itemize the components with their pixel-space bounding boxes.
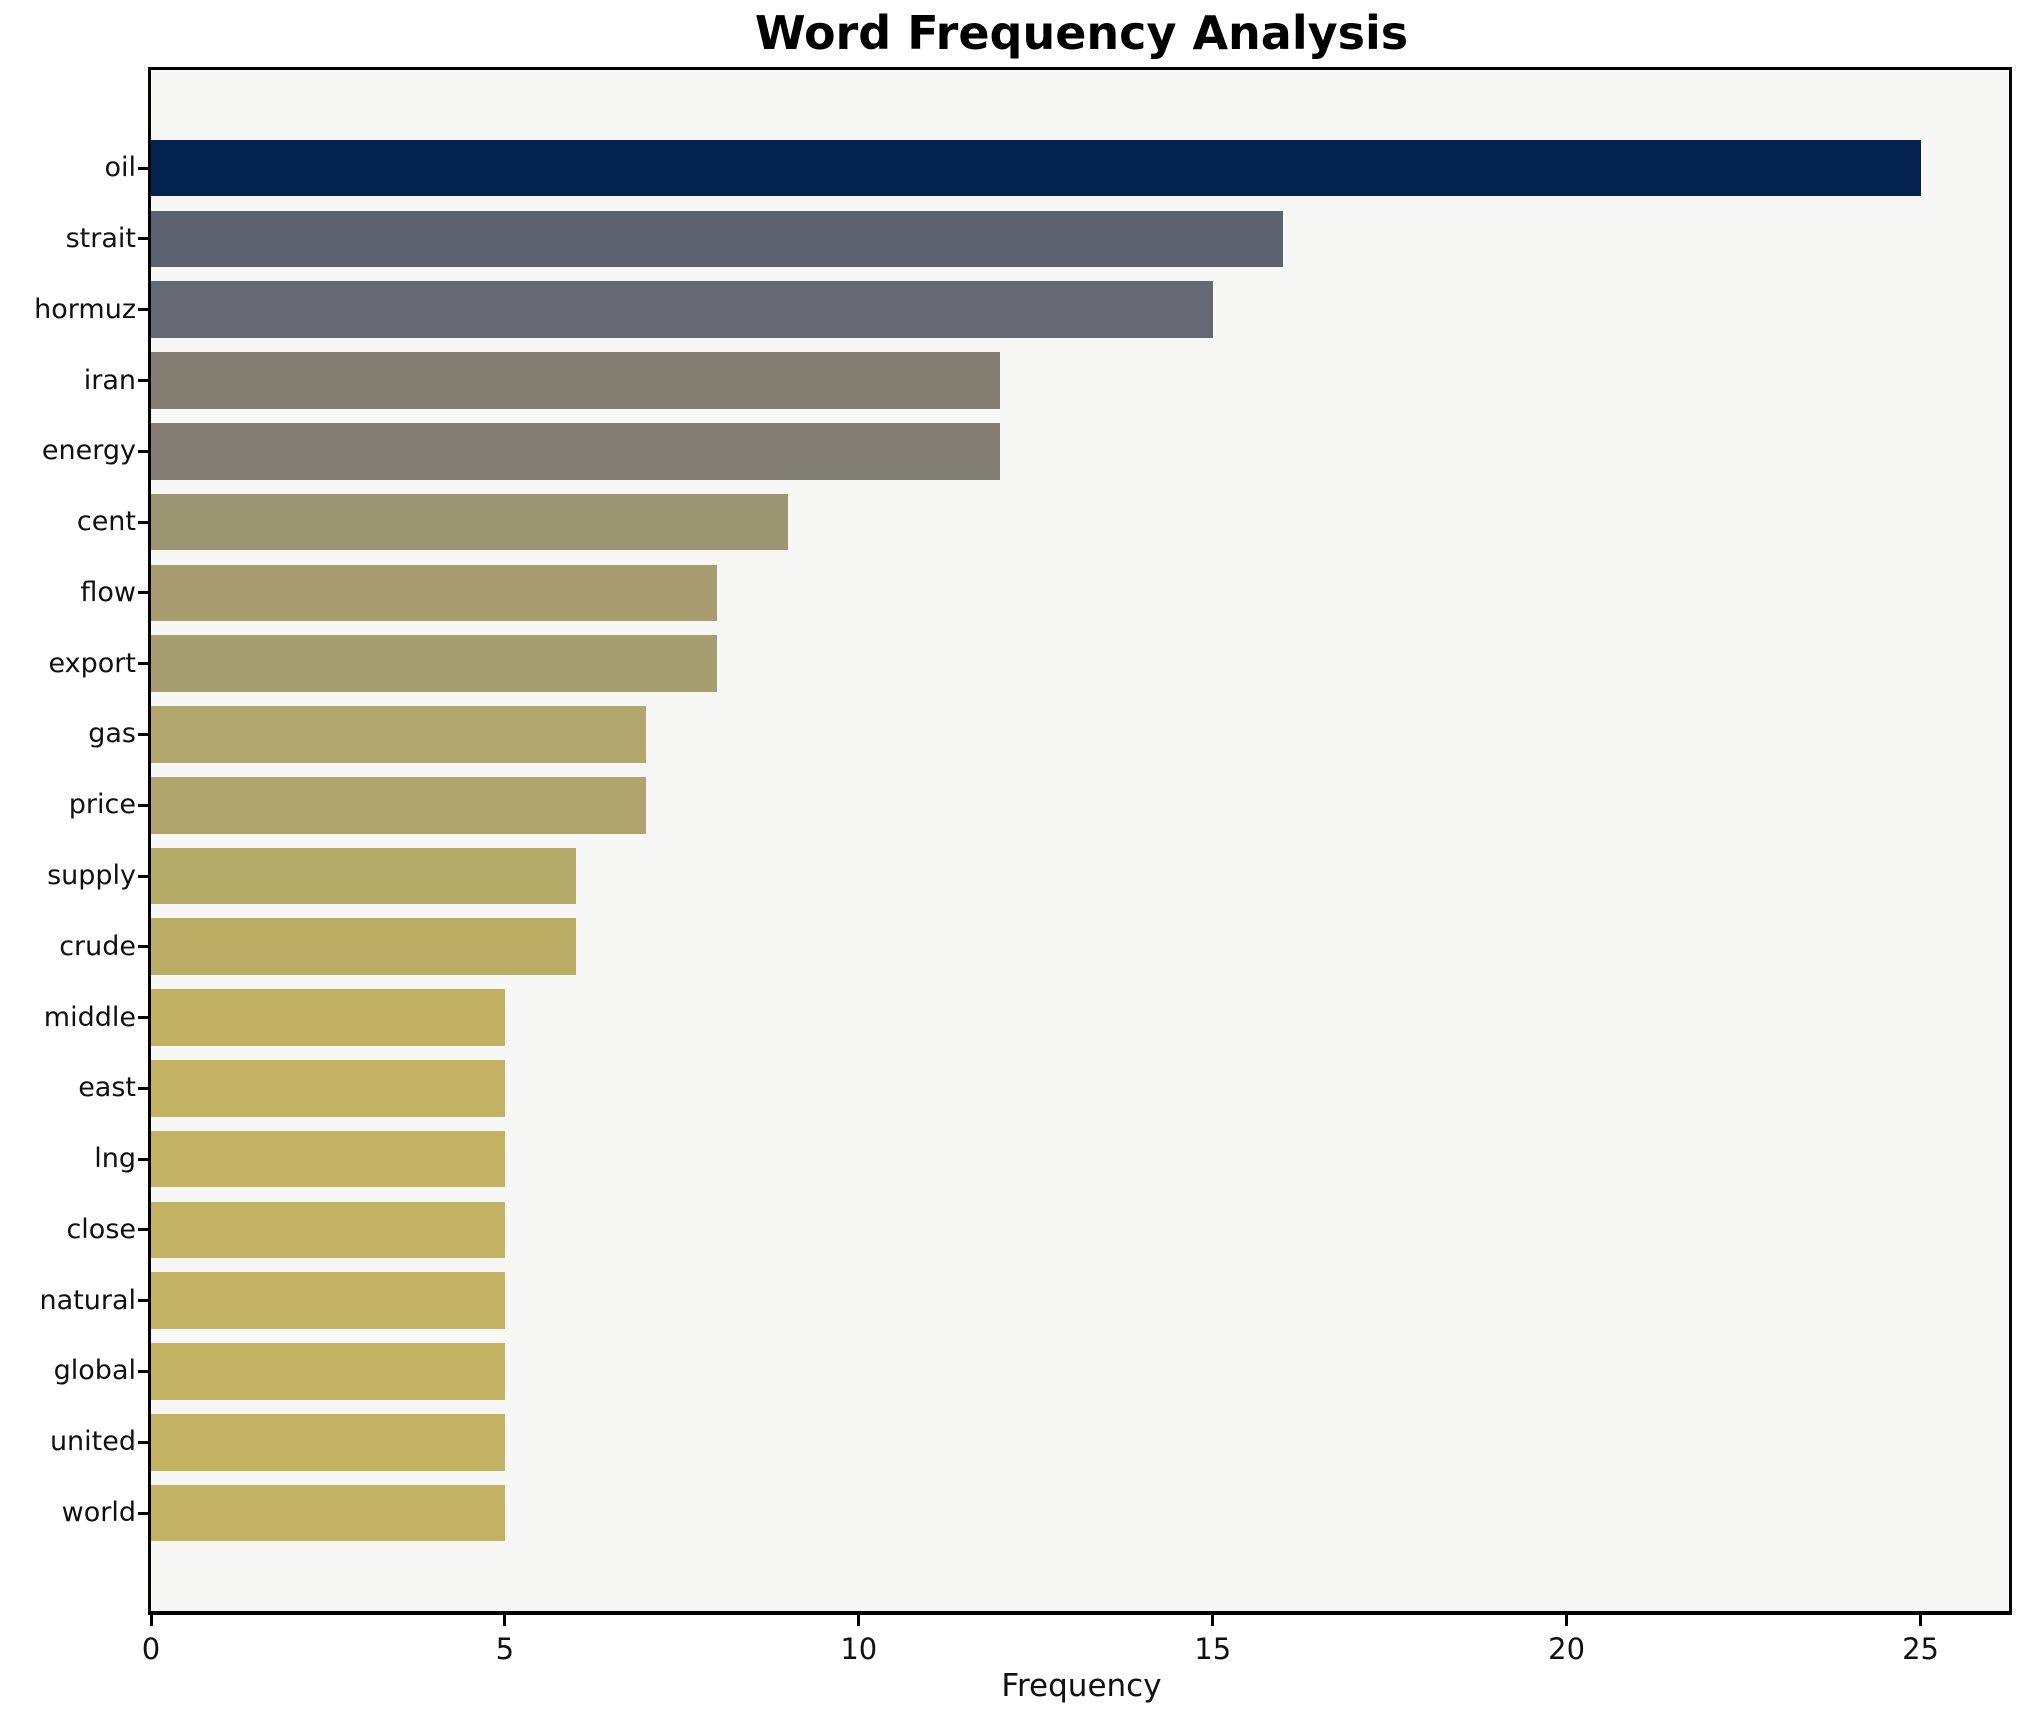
bar-hormuz [151,281,1213,339]
y-tick-mark-united [138,1440,148,1444]
y-tick-label-energy: energy [41,435,136,467]
x-tick-label-20: 20 [1548,1632,1586,1666]
bar-price [151,776,647,834]
y-tick-label-cent: cent [76,506,136,538]
y-tick-label-flow: flow [80,576,136,608]
bar-export [151,635,718,692]
y-tick-label-iran: iran [83,364,136,396]
y-tick-mark-iran [138,379,148,383]
y-tick-label-export: export [48,647,136,679]
x-tick-mark-25 [1919,1615,1923,1626]
x-tick-mark-5 [503,1615,507,1626]
x-tick-label-5: 5 [495,1632,515,1666]
y-tick-mark-supply [138,874,148,878]
bar-gas [151,706,647,763]
bar-supply [151,847,576,905]
y-tick-mark-middle [138,1016,148,1020]
y-tick-mark-lng [138,1157,148,1161]
bar-lng [151,1130,505,1188]
bar-energy [151,423,1001,480]
y-tick-label-crude: crude [59,930,136,962]
y-tick-label-united: united [49,1426,136,1458]
y-tick-mark-energy [138,449,148,453]
y-tick-mark-strait [138,237,148,241]
y-tick-mark-hormuz [138,308,148,312]
y-tick-mark-close [138,1228,148,1232]
y-tick-mark-price [138,803,148,807]
bar-middle [151,989,505,1046]
y-tick-mark-oil [138,166,148,170]
bar-natural [151,1272,505,1329]
bar-global [151,1343,505,1400]
y-tick-label-world: world [61,1497,136,1529]
x-tick-mark-15 [1211,1615,1215,1626]
bar-flow [151,564,718,622]
y-tick-label-price: price [68,789,136,821]
x-axis-label: Frequency [1001,1668,1162,1704]
x-tick-mark-0 [149,1615,153,1626]
y-tick-label-lng: lng [94,1143,136,1175]
x-tick-label-25: 25 [1902,1632,1939,1666]
x-tick-mark-20 [1565,1615,1569,1626]
y-tick-mark-crude [138,945,148,949]
y-tick-label-middle: middle [43,1001,136,1033]
bar-iran [151,352,1001,409]
y-tick-mark-gas [138,732,148,736]
y-tick-label-hormuz: hormuz [34,293,136,325]
x-tick-mark-10 [857,1615,861,1626]
bar-strait [151,210,1284,268]
y-tick-mark-flow [138,591,148,595]
x-tick-label-0: 0 [141,1632,161,1666]
y-tick-label-close: close [66,1213,136,1245]
y-tick-label-oil: oil [104,152,136,184]
y-tick-mark-export [138,662,148,666]
y-tick-label-global: global [53,1355,136,1387]
y-tick-label-natural: natural [39,1284,136,1316]
y-tick-label-supply: supply [47,860,136,891]
y-tick-label-gas: gas [88,718,136,750]
bar-oil [151,139,1921,197]
y-tick-mark-world [138,1511,148,1515]
y-tick-label-strait: strait [65,222,136,254]
bar-close [151,1201,505,1259]
x-tick-label-10: 10 [840,1632,878,1666]
bar-united [151,1413,505,1471]
chart-title: Word Frequency Analysis [754,6,1409,60]
y-tick-label-east: east [78,1072,136,1104]
y-tick-mark-natural [138,1299,148,1303]
plot-area [148,67,2012,1615]
bar-crude [151,918,576,976]
bar-cent [151,493,789,551]
x-tick-label-15: 15 [1194,1632,1232,1666]
y-tick-mark-east [138,1086,148,1090]
y-tick-mark-cent [138,520,148,524]
y-tick-mark-global [138,1369,148,1373]
bar-world [151,1484,505,1542]
bar-east [151,1060,505,1117]
